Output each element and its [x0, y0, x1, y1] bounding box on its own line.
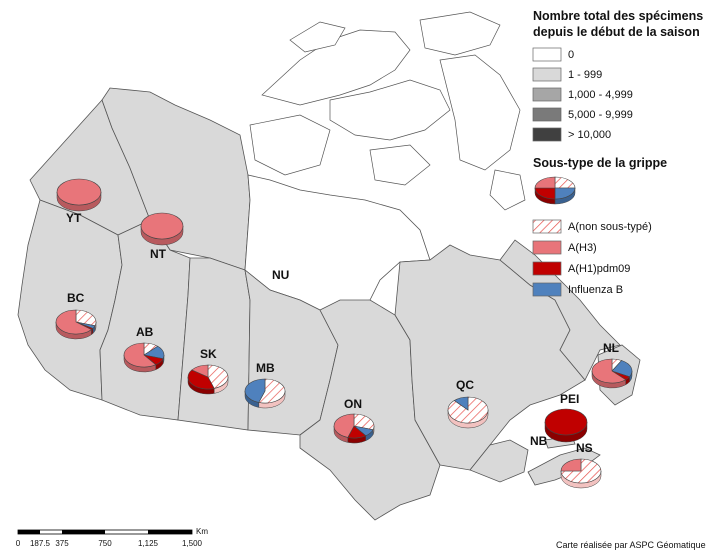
province-label-yt: YT: [66, 211, 82, 225]
legend-class-label: 5,000 - 9,999: [568, 109, 633, 121]
pie-slice-unsubtyped: [207, 364, 229, 389]
pie-slice-h1: [187, 369, 215, 390]
pie-nt: [140, 212, 184, 246]
pie-nl: [591, 358, 633, 389]
scale-unit: Km: [196, 527, 208, 536]
pie-slice-h3: [56, 178, 102, 206]
legend-subtype-swatch: [532, 240, 562, 255]
legend-class-label: > 10,000: [568, 129, 611, 141]
sk-region: [177, 257, 251, 431]
pie-charts: [55, 178, 633, 489]
pie-slice-unsubtyped: [560, 458, 602, 484]
province-label-qc: QC: [456, 378, 474, 392]
pie-ns: [560, 458, 602, 489]
scale-tick-label: 750: [98, 539, 112, 548]
map-credit: Carte réalisée par ASPC Géomatique: [556, 540, 706, 550]
province-label-ab: AB: [136, 325, 154, 339]
pie-slice-b: [244, 378, 266, 403]
pie-slice-unsubtyped: [353, 413, 375, 431]
legend-sample-pie-chart: [534, 176, 576, 205]
legend-class-swatch: [532, 127, 562, 142]
pie-slice-h1: [544, 408, 588, 436]
pie-mb: [244, 378, 286, 409]
legend-subtype-swatch: [532, 261, 562, 276]
pie-slice-unsubtyped: [554, 176, 576, 189]
province-label-ns: NS: [576, 441, 593, 455]
pie-slice-h3: [123, 342, 157, 368]
pie-ab: [123, 342, 165, 373]
province-label-nu: NU: [272, 268, 289, 282]
legend-subtype-label: Influenza B: [568, 284, 623, 296]
province-label-mb: MB: [256, 361, 275, 375]
legend-class-swatch: [532, 67, 562, 82]
pie-pei: [544, 408, 588, 443]
province-label-nl: NL: [603, 341, 619, 355]
legend-class-label: 1 - 999: [568, 69, 602, 81]
legend-class-label: 1,000 - 4,999: [568, 89, 633, 101]
province-label-nt: NT: [150, 247, 167, 261]
legend-subtype-label: A(H3): [568, 242, 597, 254]
pie-slice-h3: [191, 364, 209, 378]
pie-yt: [56, 178, 102, 212]
legend-total-title-1: Nombre total des spécimens: [533, 9, 703, 23]
mainland-provinces: [17, 87, 641, 521]
scale-bar: 0 187.5 375 750 1,125 1,500 Km: [16, 527, 209, 548]
province-label-pei: PEI: [560, 392, 579, 406]
pie-slice-unsubtyped: [258, 378, 286, 404]
pie-slice-h3: [534, 176, 556, 189]
nunavut-islands: [249, 11, 526, 211]
legend-class-label: 0: [568, 49, 574, 61]
pie-slice-h3: [55, 309, 92, 335]
province-label-sk: SK: [200, 347, 217, 361]
legend-subtype-swatch: [532, 219, 562, 234]
legend-total-classes: 0 1 - 999 1,000 - 4,999 5,000 - 9,999 > 10,0…: [532, 47, 633, 142]
legend-class-swatch: [532, 87, 562, 102]
nb-region: [469, 439, 529, 483]
scale-tick-label: 187.5: [30, 539, 51, 548]
legend-class-swatch: [532, 107, 562, 122]
legend-subtype-label: A(non sous-typé): [568, 221, 652, 233]
province-label-bc: BC: [67, 291, 85, 305]
scale-tick-label: 375: [55, 539, 69, 548]
nl-region: [499, 239, 621, 381]
pie-slice-b: [453, 396, 469, 411]
scale-tick-label: 1,125: [138, 539, 159, 548]
pie-slice-h3: [333, 413, 355, 438]
province-label-on: ON: [344, 397, 362, 411]
legend-subtype-label: A(H1)pdm09: [568, 263, 630, 275]
legend-subtype-items: A(non sous-typé) A(H3) A(H1)pdm09 Influenza…: [532, 219, 652, 297]
legend-subtype-swatch: [532, 282, 562, 297]
legend-sample-pie: [534, 176, 576, 205]
pie-sk: [187, 364, 229, 395]
pie-slice-h3: [140, 212, 184, 240]
ab-region: [99, 219, 191, 421]
scale-tick-label: 1,500: [182, 539, 203, 548]
pie-bc: [55, 309, 97, 340]
legend-total-title-2: depuis le début de la saison: [533, 25, 700, 39]
pie-slice-b: [611, 360, 633, 378]
pie-slice-unsubtyped: [75, 309, 97, 327]
pie-slice-b: [554, 187, 576, 200]
scale-tick-label: 0: [16, 539, 21, 548]
legend-class-swatch: [532, 47, 562, 62]
pie-on: [333, 413, 375, 444]
pie-slice-h3: [560, 458, 582, 472]
pie-slice-h1: [534, 187, 556, 200]
pie-qc: [447, 396, 489, 429]
map-legend: Nombre total des spécimens depuis le déb…: [532, 9, 703, 297]
legend-subtype-title: Sous-type de la grippe: [533, 156, 667, 170]
province-label-nb: NB: [530, 434, 548, 448]
pie-slice-h3: [591, 358, 627, 384]
